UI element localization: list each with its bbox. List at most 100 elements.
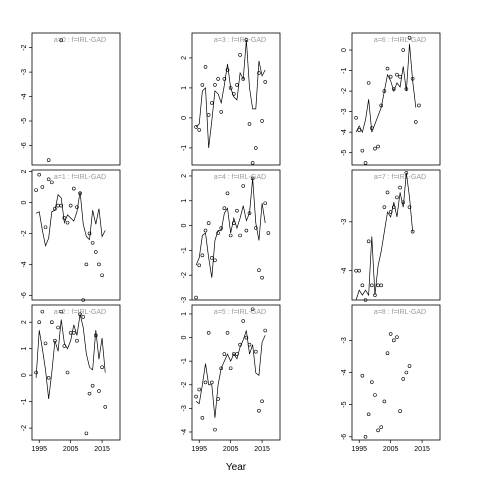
data-point: [56, 203, 60, 208]
x-tick-label: 2015: [254, 446, 270, 453]
data-point: [206, 221, 211, 225]
data-point: [213, 427, 217, 432]
data-point: [238, 342, 242, 347]
data-point: [225, 331, 230, 335]
y-tick-label: -2: [181, 272, 188, 278]
data-point: [235, 83, 239, 87]
y-tick-label: 2: [181, 174, 188, 178]
y-tick-label: -1: [181, 358, 188, 364]
data-point: [241, 184, 246, 188]
data-point: [222, 206, 227, 211]
data-point: [72, 186, 76, 191]
y-tick-label: -1: [181, 247, 188, 253]
data-point: [254, 226, 258, 230]
panel-frame: [191, 304, 281, 441]
data-point: [206, 331, 211, 335]
data-point: [197, 387, 202, 392]
data-point: [363, 298, 368, 302]
data-point: [65, 220, 70, 225]
data-point: [90, 240, 95, 245]
y-tick-label: -6: [21, 292, 28, 298]
panel-frame: [351, 32, 441, 166]
data-point: [200, 253, 205, 258]
data-line: [195, 178, 266, 278]
data-point: [244, 228, 249, 233]
data-point: [49, 320, 54, 325]
data-point: [263, 201, 268, 206]
data-point: [354, 268, 358, 273]
data-point: [97, 389, 101, 393]
data-point: [385, 66, 390, 71]
y-tick-label: -3: [21, 69, 28, 75]
panel: a=0 : f=IRL-GAD -2 -3 -4 -5 -6: [21, 32, 121, 166]
data-point: [388, 332, 393, 336]
data-point: [68, 203, 73, 208]
x-tick-label: 1995: [351, 446, 367, 453]
y-tick-label: -5: [21, 118, 28, 124]
y-tick-label: 0: [21, 373, 28, 377]
data-point: [194, 295, 198, 300]
data-point: [366, 81, 371, 85]
data-point: [81, 298, 86, 302]
data-point: [194, 125, 198, 129]
data-point: [43, 341, 48, 346]
panel-frame: [31, 304, 121, 441]
y-tick-label: 1: [181, 312, 188, 316]
data-point: [200, 83, 205, 87]
data-point: [401, 377, 406, 381]
data-point: [357, 268, 362, 273]
y-tick-label: -4: [341, 369, 348, 375]
data-point: [373, 146, 377, 151]
data-point: [404, 370, 409, 375]
panel-title: a=0 : f=IRL-GAD: [54, 37, 106, 44]
data-point: [46, 158, 51, 162]
data-point: [388, 210, 393, 214]
data-point: [222, 352, 227, 356]
y-tick-label: -2: [341, 88, 348, 94]
data-point: [94, 250, 98, 254]
data-point: [401, 48, 406, 52]
y-tick-label: 0: [21, 200, 28, 204]
y-tick-label: -4: [181, 429, 188, 435]
data-point: [257, 408, 261, 413]
data-point: [360, 283, 365, 288]
data-line: [195, 330, 266, 418]
x-tick-label: 2005: [383, 446, 399, 453]
y-tick-label: -4: [341, 267, 348, 273]
panel-title: a=5 : f=IRL-GAD: [214, 309, 266, 316]
data-point: [398, 74, 402, 79]
data-point: [257, 71, 261, 75]
data-point: [75, 338, 79, 343]
y-tick-label: -2: [21, 44, 28, 50]
data-point: [203, 380, 208, 385]
y-tick-label: -6: [341, 434, 348, 440]
data-point: [87, 391, 92, 396]
x-tick-label: 2015: [414, 446, 430, 453]
data-point: [398, 409, 402, 413]
panel: a=7 : f=IRL-GAD -3 -4: [341, 169, 441, 302]
data-point: [398, 185, 402, 190]
data-point: [407, 35, 412, 40]
data-point: [213, 258, 217, 263]
data-point: [213, 83, 217, 87]
data-point: [376, 283, 380, 288]
x-tick-label: 1995: [31, 446, 47, 453]
data-point: [225, 68, 230, 72]
data-point: [254, 146, 258, 150]
data-point: [244, 335, 249, 340]
y-tick-label: 2: [21, 320, 28, 324]
data-point: [100, 273, 104, 278]
panel-title: a=7 : f=IRL-GAD: [374, 174, 426, 181]
data-point: [407, 364, 412, 368]
data-point: [260, 275, 264, 280]
data-point: [250, 161, 255, 165]
data-point: [263, 80, 268, 84]
data-point: [210, 101, 214, 105]
data-point: [87, 231, 92, 236]
data-point: [97, 262, 101, 267]
data-point: [373, 393, 377, 397]
data-point: [194, 394, 198, 399]
data-point: [228, 233, 233, 238]
data-point: [360, 148, 365, 153]
